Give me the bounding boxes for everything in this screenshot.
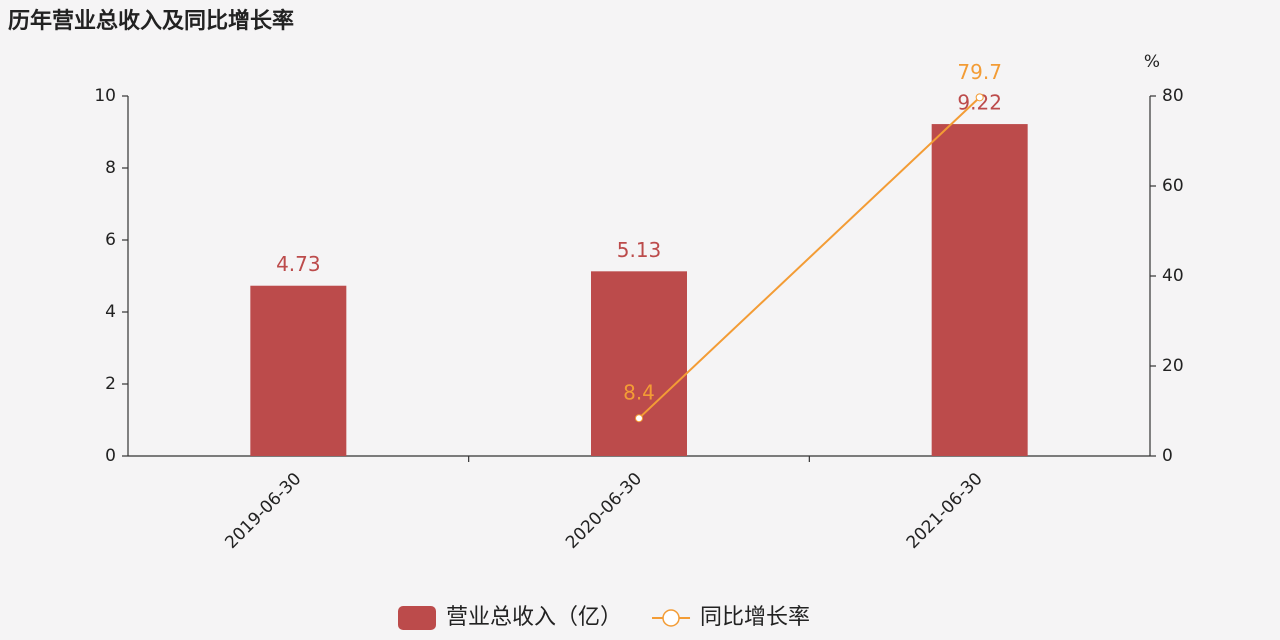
y-tick-label: 4 — [105, 302, 116, 322]
line-point — [975, 93, 984, 102]
bar — [250, 285, 347, 456]
bar — [591, 271, 687, 456]
bar-value-label: 5.13 — [617, 238, 662, 262]
y2-tick-label: 60 — [1162, 176, 1184, 196]
chart-title: 历年营业总收入及同比增长率 — [8, 8, 294, 34]
y-tick-label: 6 — [105, 230, 116, 250]
line-point — [635, 414, 643, 423]
y2-tick-label: 0 — [1162, 446, 1173, 466]
legend-swatch-marker — [662, 609, 680, 627]
y2-tick-label: 40 — [1162, 266, 1184, 286]
legend-swatch — [398, 606, 436, 630]
x-tick-label: 2019-06-30 — [221, 469, 305, 553]
y2-axis-label: % — [1144, 52, 1160, 72]
bar-value-label: 4.73 — [276, 252, 321, 276]
y-tick-label: 10 — [94, 86, 116, 106]
x-tick-label: 2020-06-30 — [562, 469, 646, 553]
y-tick-label: 8 — [105, 158, 116, 178]
legend-label: 营业总收入（亿） — [446, 605, 622, 630]
x-tick-label: 2021-06-30 — [903, 469, 987, 553]
legend-label: 同比增长率 — [700, 605, 810, 630]
line-value-label: 79.7 — [957, 60, 1002, 84]
y2-tick-label: 80 — [1162, 86, 1184, 106]
y2-tick-label: 20 — [1162, 356, 1184, 376]
line-value-label: 8.4 — [623, 381, 655, 405]
bar — [931, 124, 1028, 456]
y-tick-label: 0 — [105, 446, 116, 466]
y-tick-label: 2 — [105, 374, 116, 394]
line — [638, 96, 981, 419]
